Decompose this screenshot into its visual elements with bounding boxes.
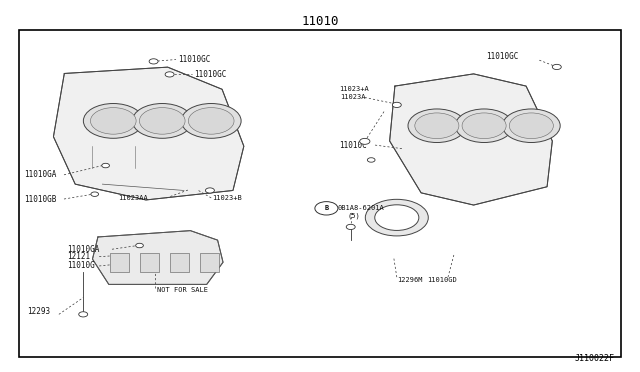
Text: 11010GC: 11010GC <box>194 70 227 79</box>
FancyBboxPatch shape <box>19 30 621 357</box>
Circle shape <box>360 138 370 144</box>
Text: 11023AA: 11023AA <box>118 195 148 201</box>
Circle shape <box>181 103 241 138</box>
Text: 11010: 11010 <box>301 15 339 28</box>
Circle shape <box>90 108 136 134</box>
FancyBboxPatch shape <box>200 253 219 272</box>
Text: 0B1A8-6201A: 0B1A8-6201A <box>338 205 385 211</box>
Circle shape <box>462 113 506 138</box>
Circle shape <box>509 113 554 138</box>
Circle shape <box>392 102 401 108</box>
Circle shape <box>140 108 185 134</box>
Polygon shape <box>390 74 552 205</box>
Text: 11010G: 11010G <box>67 262 95 270</box>
Text: 11010GA: 11010GA <box>67 245 100 254</box>
Circle shape <box>136 243 143 248</box>
Circle shape <box>149 59 158 64</box>
Circle shape <box>79 312 88 317</box>
Circle shape <box>165 72 174 77</box>
Circle shape <box>188 108 234 134</box>
Text: 12293: 12293 <box>27 307 50 316</box>
Circle shape <box>552 64 561 70</box>
Circle shape <box>415 113 459 138</box>
Text: (5): (5) <box>348 212 360 219</box>
Circle shape <box>367 158 375 162</box>
Polygon shape <box>93 231 223 285</box>
Text: 11010GC: 11010GC <box>178 55 211 64</box>
Text: 11010GA: 11010GA <box>24 170 57 179</box>
Circle shape <box>408 109 466 142</box>
Text: 12121: 12121 <box>67 252 90 261</box>
Text: B: B <box>324 205 328 211</box>
Text: 12296M: 12296M <box>397 277 422 283</box>
Text: J110022F: J110022F <box>575 354 614 363</box>
FancyBboxPatch shape <box>170 253 189 272</box>
Text: NOT FOR SALE: NOT FOR SALE <box>157 287 208 293</box>
Circle shape <box>132 103 192 138</box>
Circle shape <box>315 202 338 215</box>
FancyBboxPatch shape <box>110 253 129 272</box>
Circle shape <box>346 224 355 230</box>
Text: 11023A: 11023A <box>340 94 366 100</box>
Text: 11023+A: 11023+A <box>339 86 369 92</box>
Polygon shape <box>54 67 244 200</box>
Circle shape <box>502 109 560 142</box>
Circle shape <box>83 103 143 138</box>
Circle shape <box>91 192 99 196</box>
Text: 11023+B: 11023+B <box>212 195 242 201</box>
Circle shape <box>455 109 513 142</box>
Text: 11010GD: 11010GD <box>427 277 456 283</box>
Text: 11010GB: 11010GB <box>24 195 57 203</box>
Text: 11010C: 11010C <box>339 141 367 150</box>
Circle shape <box>205 188 214 193</box>
Text: 11010GC: 11010GC <box>486 52 519 61</box>
FancyBboxPatch shape <box>140 253 159 272</box>
Circle shape <box>102 163 109 168</box>
